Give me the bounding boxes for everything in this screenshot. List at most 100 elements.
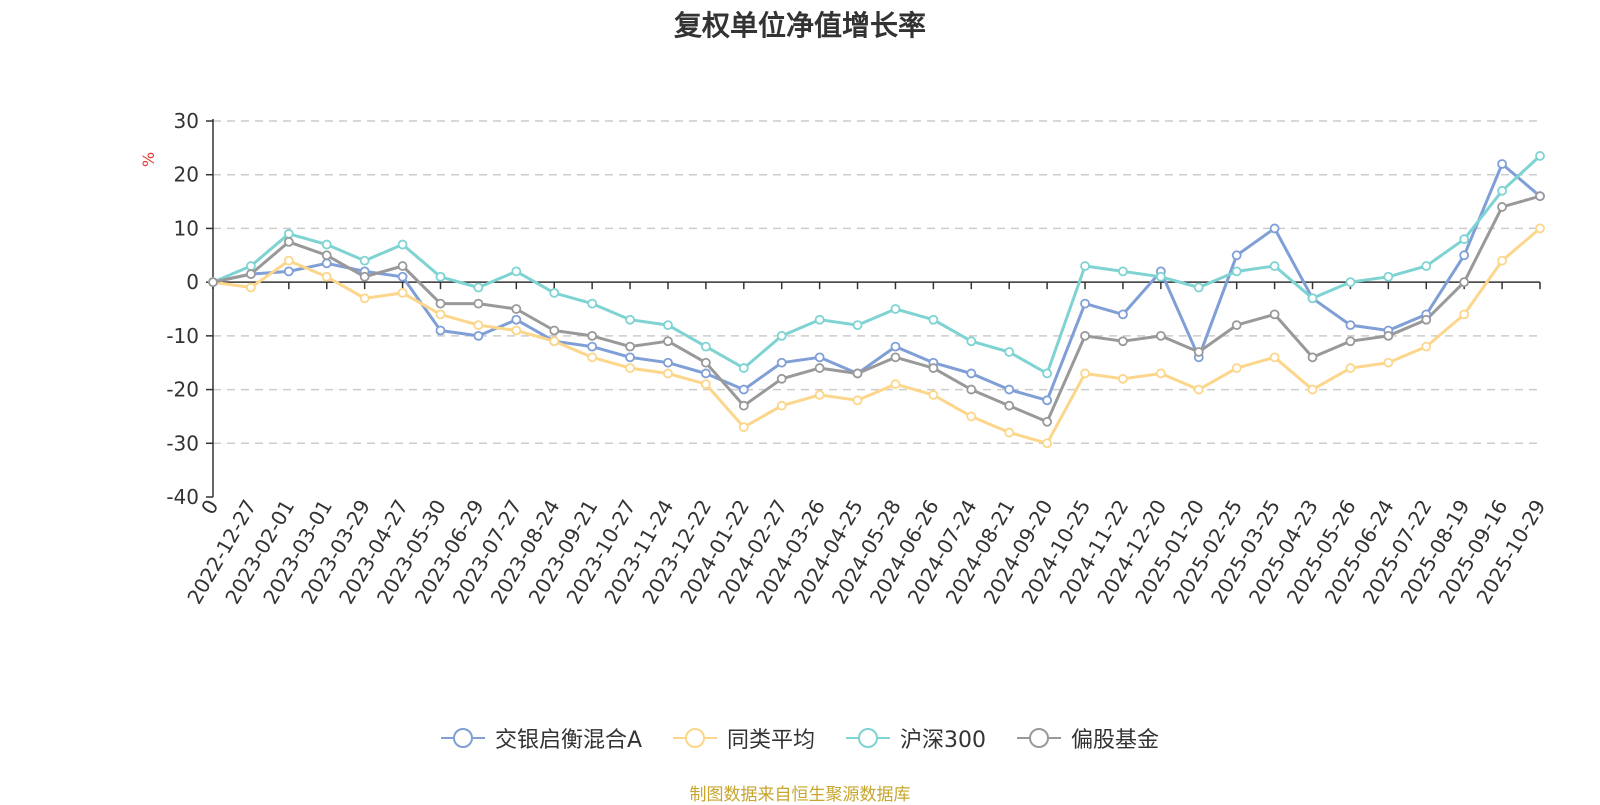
x-tick-label: 0 xyxy=(196,496,223,519)
data-point xyxy=(1421,341,1432,352)
data-point xyxy=(852,368,863,379)
data-point xyxy=(890,341,901,352)
data-point xyxy=(473,320,484,331)
data-point xyxy=(890,379,901,390)
data-point xyxy=(1535,223,1545,234)
legend-label: 同类平均 xyxy=(727,728,816,753)
data-point xyxy=(776,400,787,411)
data-point xyxy=(928,390,939,400)
data-point xyxy=(1535,151,1545,161)
data-point xyxy=(1080,261,1090,271)
data-point xyxy=(511,314,522,325)
data-point xyxy=(283,236,294,247)
data-source-note: 制图数据来自恒生聚源数据库 xyxy=(689,785,911,805)
data-point xyxy=(283,228,294,239)
data-point xyxy=(511,304,522,314)
data-point xyxy=(1421,314,1432,325)
data-point xyxy=(738,363,749,373)
data-point xyxy=(776,357,787,368)
y-tick-label: 20 xyxy=(174,163,199,187)
data-point xyxy=(1231,363,1242,373)
data-point xyxy=(1459,234,1470,245)
data-point xyxy=(435,271,446,282)
data-point xyxy=(814,390,825,400)
data-point xyxy=(587,330,598,341)
data-point xyxy=(700,357,711,368)
series-line xyxy=(212,227,1541,445)
data-point xyxy=(397,239,408,250)
data-point xyxy=(283,255,294,266)
data-point xyxy=(473,298,484,309)
data-point xyxy=(852,320,863,331)
data-point xyxy=(1307,384,1318,395)
data-point xyxy=(738,384,749,395)
data-point xyxy=(1155,330,1166,341)
data-point xyxy=(663,368,673,379)
data-point xyxy=(473,330,484,341)
data-point xyxy=(966,368,977,379)
data-point xyxy=(1155,368,1166,379)
data-point xyxy=(473,282,484,293)
data-point xyxy=(246,269,256,279)
legend-item-2[interactable]: 沪深300 xyxy=(846,722,986,754)
data-point xyxy=(928,363,939,373)
data-point xyxy=(359,271,370,282)
data-point xyxy=(1080,298,1090,309)
data-point xyxy=(549,325,560,336)
data-point xyxy=(1269,309,1280,320)
data-point xyxy=(663,357,673,368)
y-tick-labels: 30 20 10 0 -10 -20 -30 -40 xyxy=(166,109,199,509)
series-markers xyxy=(208,151,1545,449)
data-point xyxy=(814,314,825,325)
data-point xyxy=(625,363,635,373)
data-point xyxy=(1080,330,1090,341)
data-point xyxy=(435,325,446,336)
data-point xyxy=(1345,336,1356,347)
series-line xyxy=(212,162,1541,402)
data-point xyxy=(321,271,332,282)
data-point xyxy=(208,277,218,288)
y-tick-label: -40 xyxy=(166,485,199,509)
data-point xyxy=(1118,373,1128,384)
legend-item-3[interactable]: 偏股基金 xyxy=(1017,722,1159,754)
data-point xyxy=(1269,352,1280,363)
data-point xyxy=(776,330,787,341)
data-point xyxy=(1042,395,1053,406)
data-point xyxy=(1004,400,1015,411)
data-point xyxy=(852,395,863,406)
data-point xyxy=(738,422,749,433)
data-point xyxy=(321,250,332,261)
data-point xyxy=(1383,271,1394,282)
legend-marker-icon xyxy=(440,728,485,748)
data-point xyxy=(1459,277,1470,288)
data-point xyxy=(663,336,673,347)
y-tick-label: 30 xyxy=(174,109,199,133)
data-point xyxy=(1421,261,1432,271)
data-point xyxy=(1193,347,1204,357)
data-point xyxy=(1497,159,1507,169)
data-point xyxy=(587,341,598,352)
data-point xyxy=(587,352,598,363)
data-point xyxy=(397,261,408,271)
legend-label: 交银启衡混合A xyxy=(494,728,643,753)
legend-label: 沪深300 xyxy=(900,728,987,753)
legend-item-0[interactable]: 交银启衡混合A xyxy=(440,722,643,754)
data-point xyxy=(1383,330,1394,341)
legend-label: 偏股基金 xyxy=(1071,728,1160,753)
data-point xyxy=(738,400,749,411)
axes xyxy=(206,119,1541,498)
data-point xyxy=(700,368,711,379)
data-point xyxy=(246,261,256,271)
legend-marker-icon xyxy=(1017,728,1062,748)
legend-item-1[interactable]: 同类平均 xyxy=(673,722,815,754)
series-line xyxy=(212,154,1542,375)
data-point xyxy=(966,384,977,395)
y-tick-label: -30 xyxy=(166,431,199,455)
data-point xyxy=(511,325,522,336)
data-point xyxy=(1269,223,1280,234)
data-point xyxy=(1118,266,1128,277)
data-point xyxy=(246,282,256,293)
data-point xyxy=(1497,202,1507,212)
data-point xyxy=(321,258,332,269)
